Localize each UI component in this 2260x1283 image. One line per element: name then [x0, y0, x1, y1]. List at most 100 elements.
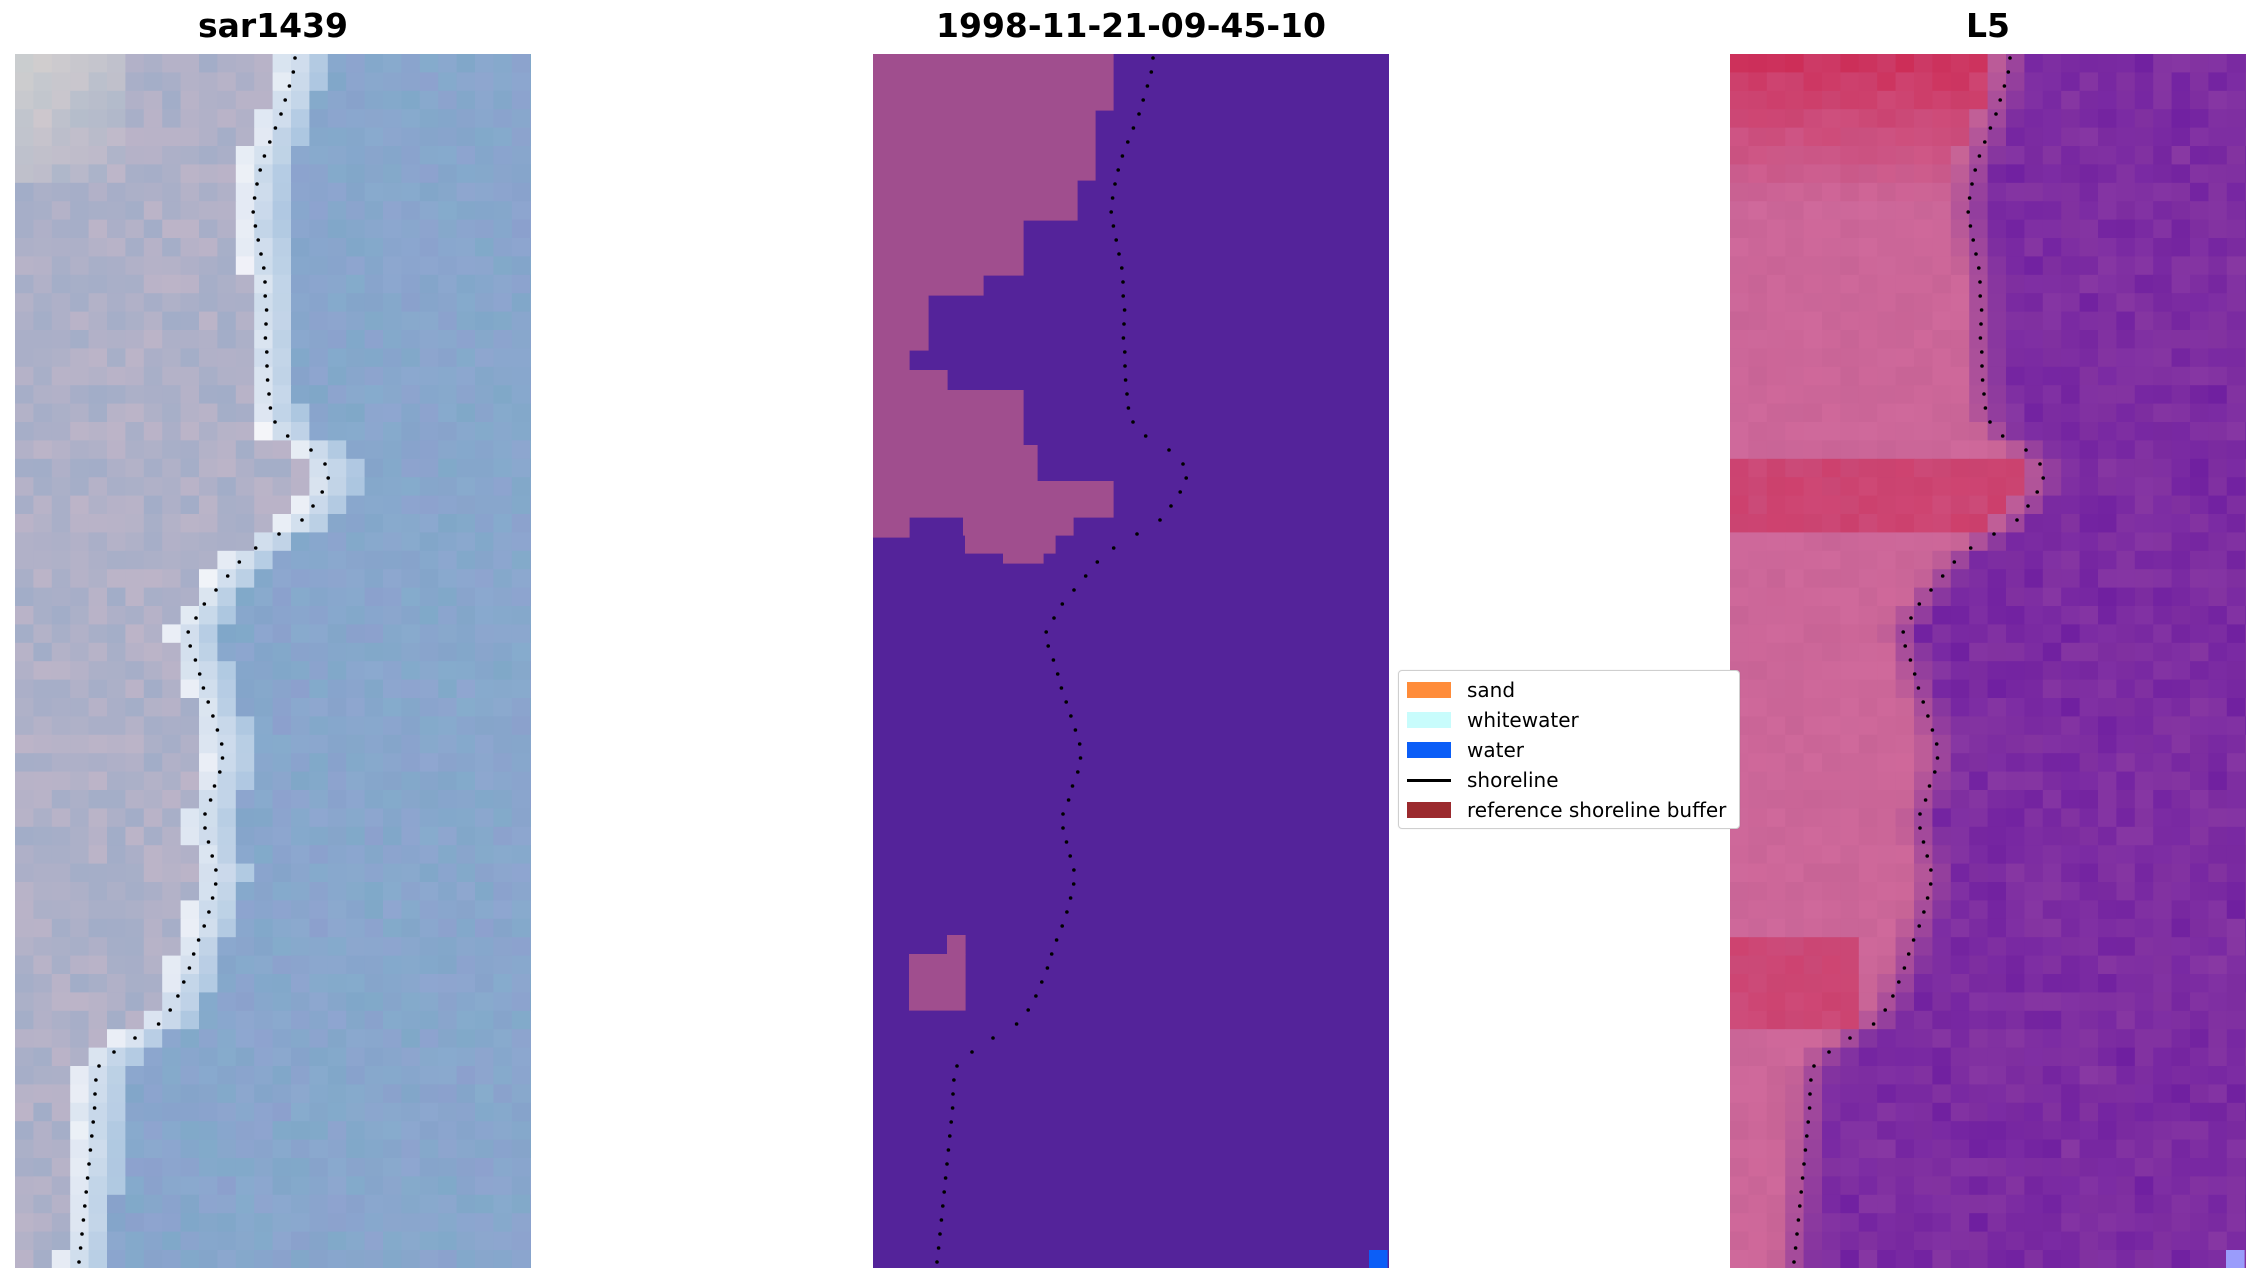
shoreline-point [943, 1176, 948, 1180]
legend-item-shoreline: shoreline [1407, 768, 1559, 792]
shoreline-point [212, 784, 217, 788]
shoreline-point [264, 322, 268, 326]
shoreline-point [1060, 602, 1065, 606]
shoreline-point [283, 98, 288, 102]
shoreline-point [1116, 168, 1120, 172]
legend-item-sand: sand [1407, 678, 1516, 702]
shoreline-point [94, 1078, 98, 1082]
shoreline-point [203, 812, 207, 816]
shoreline-point [258, 168, 262, 172]
shoreline-point [293, 56, 297, 60]
shoreline-point [1980, 364, 1984, 368]
shoreline-point [1064, 840, 1069, 844]
shoreline-point [1974, 252, 1978, 256]
legend-label-sand: sand [1467, 678, 1516, 702]
shoreline-point [952, 1078, 956, 1082]
shoreline-point [1123, 350, 1127, 354]
shoreline-point [1918, 812, 1922, 816]
shoreline-point [225, 574, 230, 578]
shoreline-point [1827, 1050, 1831, 1054]
shoreline-point [1966, 210, 1970, 214]
panel-title-l5: L5 [1966, 6, 2010, 45]
shoreline-point [1120, 266, 1124, 270]
shoreline-point [188, 644, 192, 648]
shoreline-point [87, 1162, 91, 1166]
legend-item-water: water [1407, 738, 1524, 762]
shoreline-point [1178, 490, 1182, 494]
shoreline-point [1061, 826, 1065, 830]
legend-item-reference-buffer: reference shoreline buffer [1407, 798, 1726, 822]
shoreline-point [1034, 994, 1038, 998]
shoreline-point [945, 1162, 949, 1166]
shoreline-point [1149, 70, 1154, 74]
shoreline-point [1066, 798, 1071, 802]
shoreline-point [1110, 196, 1115, 200]
shoreline-point [1980, 350, 1984, 354]
shoreline-point [203, 826, 207, 830]
shoreline-point [267, 392, 271, 396]
classification-panel [873, 54, 1389, 1268]
shoreline-point [2026, 504, 2030, 508]
shoreline-point [1968, 224, 1973, 228]
sar-image [15, 54, 531, 1268]
shoreline-point [1934, 742, 1939, 746]
shoreline-point [84, 1190, 88, 1194]
shoreline-point [1912, 672, 1917, 676]
shoreline-point [2008, 56, 2012, 60]
shoreline-point [1917, 602, 1922, 606]
shoreline-point [1916, 686, 1921, 690]
shoreline-point [1979, 322, 1983, 326]
shoreline-line-icon [1407, 778, 1451, 782]
shoreline-point [206, 700, 210, 704]
shoreline-point [1051, 658, 1056, 662]
shoreline-point [1055, 672, 1060, 676]
shoreline-point [2035, 490, 2039, 494]
shoreline-point [1077, 742, 1082, 746]
shoreline-point [1135, 532, 1139, 536]
shoreline-point [1796, 1218, 1801, 1222]
shoreline-point [1046, 644, 1050, 648]
shoreline-point [1131, 420, 1135, 424]
shoreline-point [941, 1204, 945, 1208]
shoreline-point [1808, 1092, 1812, 1096]
shoreline-point [1145, 84, 1150, 88]
shoreline-point [1923, 798, 1928, 802]
shoreline-point [1980, 378, 1985, 382]
shoreline-point [1083, 574, 1088, 578]
shoreline-point [1906, 952, 1911, 956]
shoreline-point [1992, 532, 1996, 536]
reference-buffer-swatch-icon [1407, 802, 1451, 818]
shoreline-point [1060, 924, 1064, 928]
shoreline-point [2038, 462, 2042, 466]
shoreline-point [77, 1260, 81, 1264]
shoreline-point [2015, 518, 2019, 522]
shoreline-point [265, 364, 269, 368]
shoreline-point [202, 602, 207, 606]
shoreline-point [1977, 266, 1981, 270]
shoreline-point [942, 1190, 946, 1194]
shoreline-point [1988, 126, 1993, 130]
shoreline-point [955, 1064, 959, 1068]
shoreline-point [1967, 196, 1972, 200]
shoreline-point [256, 238, 260, 242]
shoreline-point [1065, 910, 1069, 914]
shoreline-point [1120, 154, 1125, 158]
shoreline-point [201, 686, 206, 690]
shoreline-point [1114, 238, 1118, 242]
shoreline-point [1793, 1246, 1798, 1250]
shoreline-point [92, 1106, 97, 1110]
shoreline-point [1909, 616, 1913, 620]
shoreline-point [194, 616, 198, 620]
shoreline-point [193, 658, 198, 662]
legend: sand whitewater water shoreline referenc… [1398, 670, 1740, 829]
shoreline-point [88, 1148, 93, 1152]
shoreline-point [1901, 630, 1905, 634]
legend-label-water: water [1467, 738, 1524, 762]
shoreline-point [935, 1260, 939, 1264]
shoreline-point [936, 1246, 941, 1250]
shoreline-point [1902, 966, 1907, 970]
shoreline-point [273, 126, 278, 130]
shoreline-point [1078, 756, 1083, 760]
shoreline-point [1109, 210, 1113, 214]
shoreline-point [1935, 756, 1940, 760]
